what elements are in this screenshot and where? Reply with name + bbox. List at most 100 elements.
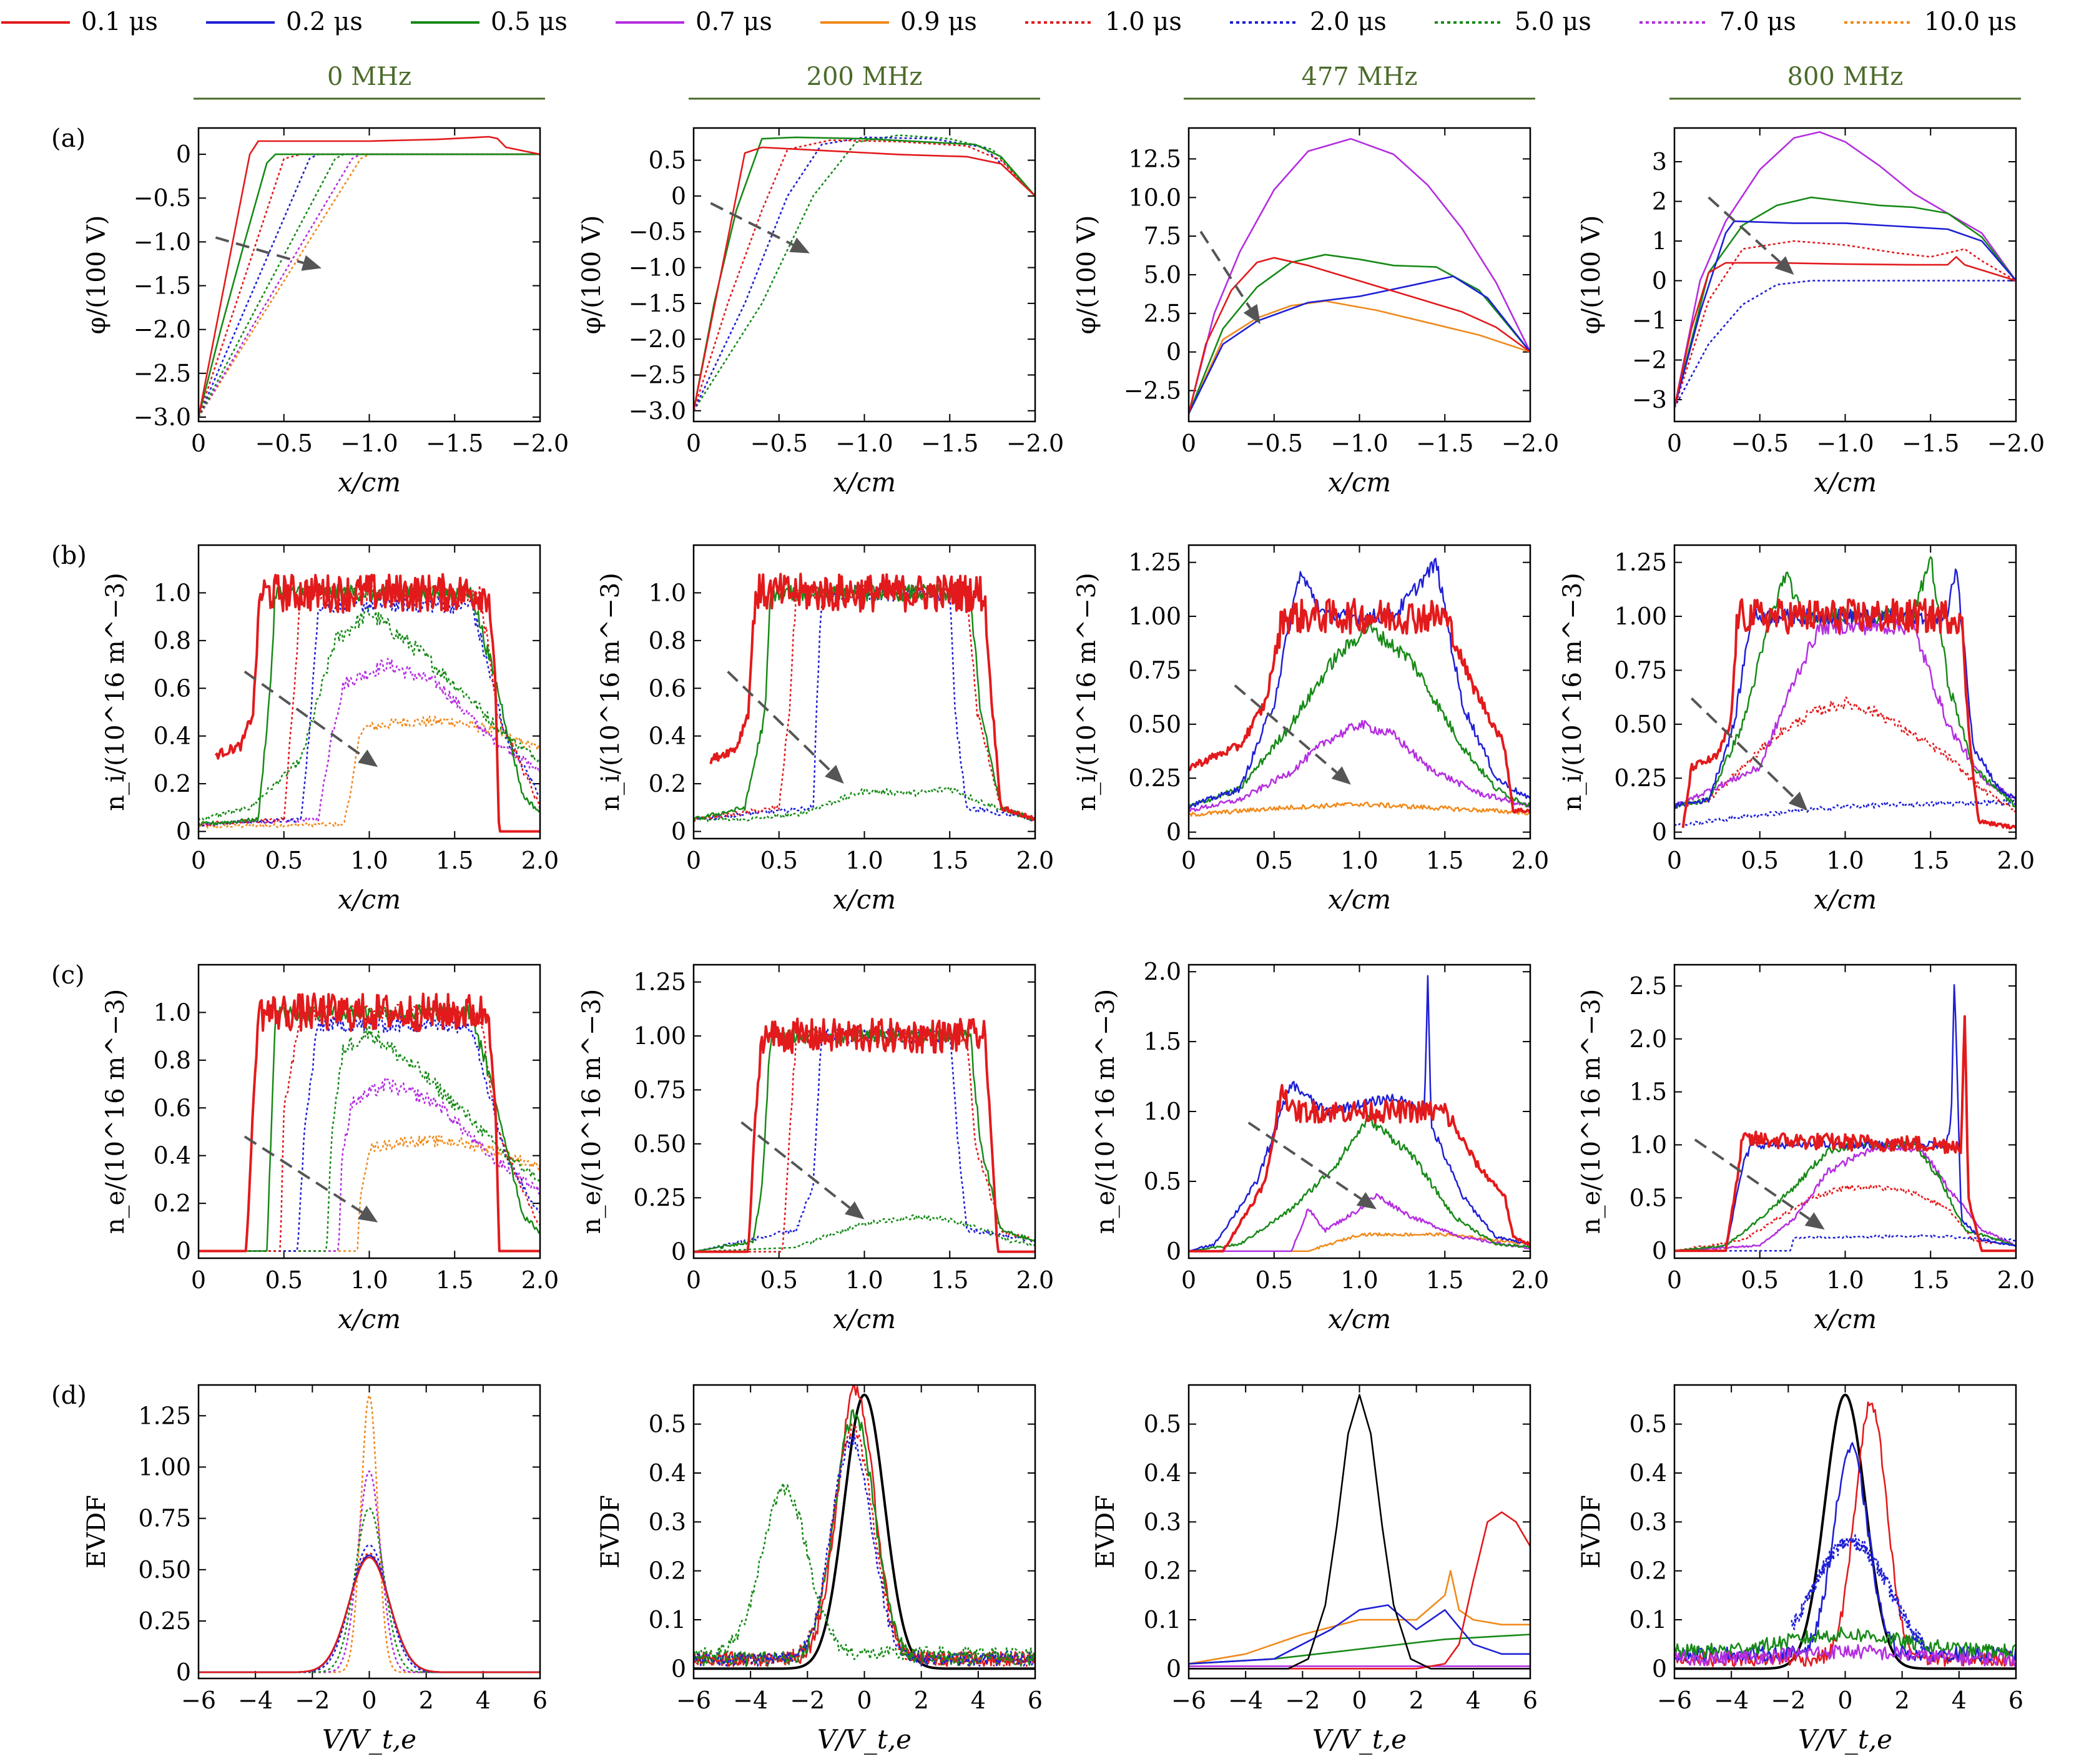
y-axis-label: EVDF <box>596 1495 625 1569</box>
series-group <box>1189 558 1530 817</box>
trend-arrow-head <box>825 764 844 784</box>
series-line-2-0-s <box>694 136 1035 411</box>
y-tick-label: −0.5 <box>629 218 686 245</box>
y-axis-label: n_i/(10^16 m^−3) <box>101 573 130 811</box>
y-tick-label: 10.0 <box>1128 184 1181 211</box>
y-tick-label: 0.75 <box>633 1076 686 1103</box>
series-line-0-1-s <box>1189 257 1530 414</box>
legend-entry: 5.0 μs <box>1435 7 1591 36</box>
legend-label: 0.2 μs <box>286 7 363 36</box>
x-tick-label: −2.0 <box>1987 430 2045 457</box>
y-tick-label: 0 <box>671 1238 686 1266</box>
y-tick-label: 0.6 <box>154 1094 191 1121</box>
y-tick-label: −0.5 <box>134 184 191 212</box>
series-line-5-0-s <box>694 1214 1035 1253</box>
y-tick-label: 0.8 <box>154 627 191 654</box>
series-line-1-0-s <box>694 1422 1035 1667</box>
y-tick-label: 2 <box>1652 188 1667 215</box>
column-header: 200 MHz <box>807 62 923 91</box>
y-tick-label: 0.2 <box>154 1190 191 1217</box>
x-tick-label: 0.5 <box>1741 1266 1779 1294</box>
series-group <box>1674 1393 2016 1670</box>
x-axis-label: x/cm <box>1328 884 1391 915</box>
y-axis-label: φ/(100 V) <box>578 215 606 335</box>
y-tick-label: 0.6 <box>154 674 191 702</box>
y-tick-label: 0 <box>176 1238 191 1265</box>
series-group <box>694 134 1035 411</box>
y-tick-label: 0 <box>1652 1655 1667 1682</box>
x-tick-label: −2.0 <box>1006 430 1064 457</box>
x-tick-label: 0.5 <box>760 847 798 874</box>
plot-frame <box>197 963 541 1259</box>
y-tick-label: 1.25 <box>633 968 686 996</box>
series-group <box>694 1017 1035 1253</box>
series-line-0-9-s <box>1189 801 1530 817</box>
series-group <box>199 136 540 418</box>
series-group <box>199 573 540 833</box>
series-line-0-5-s <box>199 583 540 826</box>
x-tick-label: 2 <box>419 1687 434 1714</box>
series-line-1-0-s <box>1674 240 2016 408</box>
y-tick-label: 0.50 <box>633 1130 686 1158</box>
plot-frame <box>197 127 541 423</box>
series-line-0-9-s <box>1189 1232 1530 1253</box>
series-line-0-9-s <box>1189 1570 1530 1665</box>
series-line-0-5-s <box>694 583 1035 822</box>
y-tick-label: 2.5 <box>1629 972 1667 1000</box>
legend-label: 0.7 μs <box>696 7 772 36</box>
y-tick-label: −1 <box>1632 307 1667 334</box>
y-tick-label: 0.75 <box>1614 656 1667 684</box>
series-line-0-2-s <box>1189 1604 1530 1665</box>
y-tick-label: 0.4 <box>649 1459 686 1487</box>
x-tick-label: 1.0 <box>350 847 388 874</box>
x-tick-label: 1.5 <box>931 847 968 874</box>
y-tick-label: 3 <box>1652 148 1667 175</box>
x-tick-label: 2 <box>1409 1687 1424 1714</box>
y-tick-label: 0 <box>1652 267 1667 295</box>
series-line-1-0-s <box>1674 696 2016 812</box>
x-tick-label: 0.5 <box>1256 847 1293 874</box>
trend-arrow-head <box>1788 791 1808 811</box>
plot-frame <box>197 1384 541 1680</box>
x-tick-label: −1.5 <box>1902 430 1959 457</box>
series-line-0-1-s <box>1189 1511 1530 1670</box>
x-tick-label: 2.0 <box>521 847 559 874</box>
x-tick-label: 1.0 <box>1826 1266 1864 1294</box>
x-axis-label: x/cm <box>833 467 896 498</box>
series-group <box>1189 975 1530 1253</box>
x-axis-label: x/cm <box>338 1304 401 1334</box>
x-tick-label: −0.5 <box>1731 430 1789 457</box>
plot-frame <box>1673 544 2017 840</box>
x-tick-label: 0 <box>1667 1266 1682 1294</box>
series-line-0-1-s <box>1674 1015 2016 1253</box>
x-tick-label: 0 <box>1181 847 1196 874</box>
series-line-0-7-s <box>1189 1193 1530 1253</box>
chart-panel: 0 −0.5 −1.0 −1.5 −2.0 0.5 0 −0.5 −1.0 −1.5 −2.0 −2.… <box>578 127 1064 498</box>
trend-arrow-head <box>357 1205 378 1223</box>
series-line-2-0-s <box>1674 1234 2016 1252</box>
legend-entry: 0.5 μs <box>411 7 568 36</box>
series-group <box>1189 138 1530 415</box>
y-tick-label: −1.0 <box>134 228 191 255</box>
series-line-0-2-s <box>1674 568 2016 809</box>
x-axis-label: x/cm <box>1814 884 1877 915</box>
series-line-0-2-s <box>1674 983 2016 1252</box>
x-tick-label: 4 <box>971 1687 986 1714</box>
x-tick-label: 1.5 <box>1912 1266 1949 1294</box>
x-tick-label: 1.0 <box>845 1266 883 1294</box>
x-tick-label: 0 <box>1667 847 1682 874</box>
trend-arrow-head <box>844 1201 865 1220</box>
series-line-0-1-s <box>1189 1083 1530 1253</box>
legend-label: 2.0 μs <box>1310 7 1387 36</box>
series-line-5-0-s <box>199 1507 540 1673</box>
chart-panel: 0 −0.5 −1.0 −1.5 −2.0 3 2 1 0 −1 −2 −3 x/cm φ/(100 V) <box>1577 127 2045 498</box>
x-axis-label: V/V_t,e <box>1798 1724 1892 1755</box>
y-tick-label: −3.0 <box>134 403 191 431</box>
y-tick-label: 0.50 <box>1614 711 1667 738</box>
trend-arrow <box>1199 230 1252 310</box>
legend-label: 1.0 μs <box>1105 7 1182 36</box>
y-axis-label: n_i/(10^16 m^−3) <box>596 573 625 811</box>
y-tick-label: 0.6 <box>649 674 686 702</box>
series-line-5-0-s <box>199 607 540 822</box>
x-axis-label: V/V_t,e <box>322 1724 416 1755</box>
